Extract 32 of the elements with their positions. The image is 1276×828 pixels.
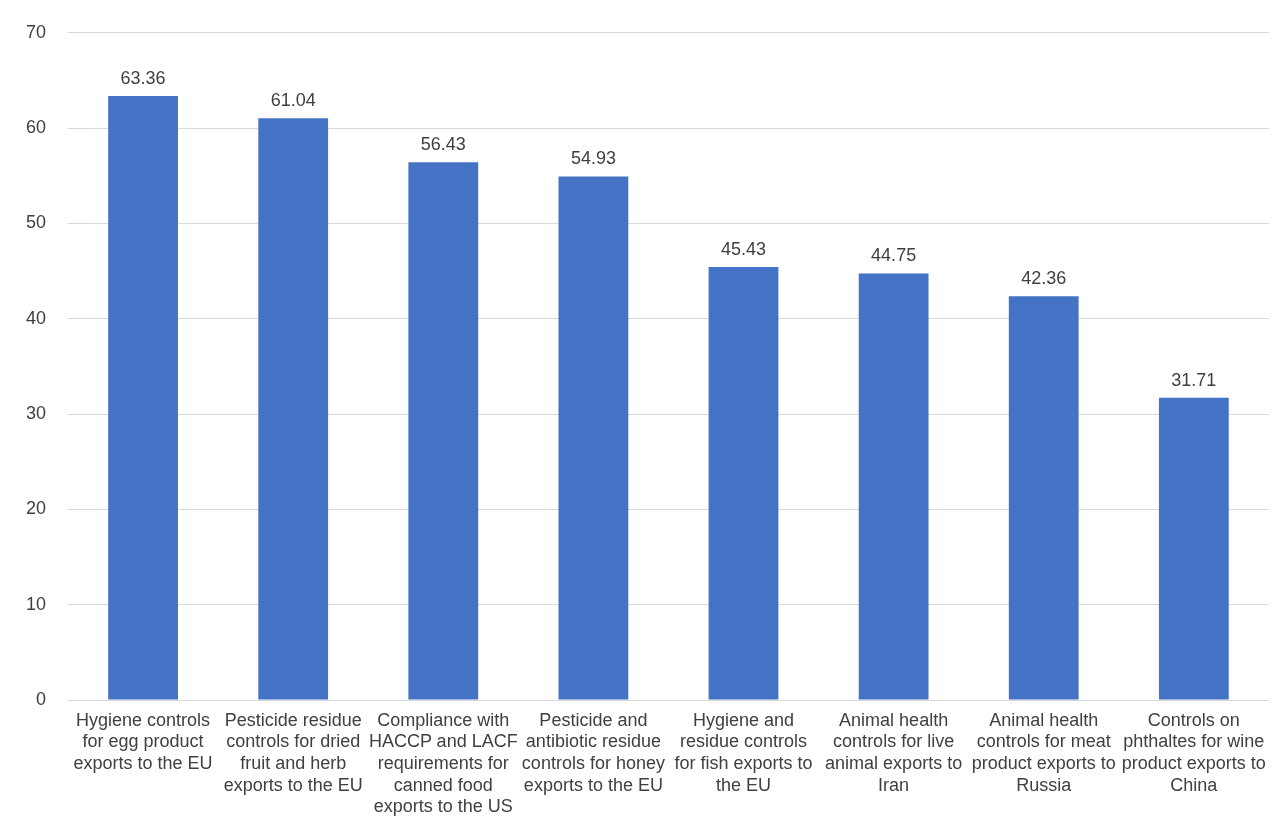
x-tick-label: Pesticide and antibiotic residue controls for honey exports to the EU	[521, 709, 665, 795]
x-tick-label: Hygiene controls for egg product exports to the EU	[73, 709, 213, 773]
x-tick-label: Animal health controls for live animal exports to Iran	[825, 709, 963, 795]
y-tick-label: 50	[25, 212, 47, 233]
y-tick-label: 0	[36, 688, 47, 709]
data-label: 56.43	[420, 134, 466, 155]
y-tick-label: 40	[25, 307, 47, 328]
y-tick-label: 30	[25, 403, 47, 424]
data-label: 63.36	[120, 68, 166, 89]
x-tick-label: Pesticide residue controls for dried fruit and herb exports to the EU	[223, 709, 363, 795]
bar	[108, 96, 178, 700]
bar	[708, 266, 779, 700]
bar	[558, 176, 629, 700]
data-label: 54.93	[570, 148, 616, 169]
x-tick-label: Hygiene and residue controls for fish exports to the EU	[674, 709, 813, 795]
y-tick-label: 10	[25, 593, 47, 614]
x-tick-label: Controls on phthaltes for wine product exports to China	[1121, 709, 1266, 795]
bar	[408, 162, 479, 700]
y-tick-label: 70	[25, 21, 47, 42]
data-label: 42.36	[1021, 268, 1067, 289]
y-tick-label: 60	[25, 117, 47, 138]
y-tick-label: 20	[25, 498, 47, 519]
data-label: 61.04	[270, 90, 316, 111]
data-label: 45.43	[720, 238, 767, 259]
bar	[1008, 296, 1079, 700]
data-label: 44.75	[871, 245, 917, 266]
x-tick-label: Animal health controls for meat product exports to Russia	[971, 709, 1116, 795]
bar	[858, 273, 929, 700]
bar	[258, 118, 329, 700]
x-tick-label: Compliance with HACCP and LACF requirements for canned food exports to the US	[368, 709, 518, 817]
bar	[1158, 397, 1229, 700]
data-label: 31.71	[1171, 369, 1217, 390]
